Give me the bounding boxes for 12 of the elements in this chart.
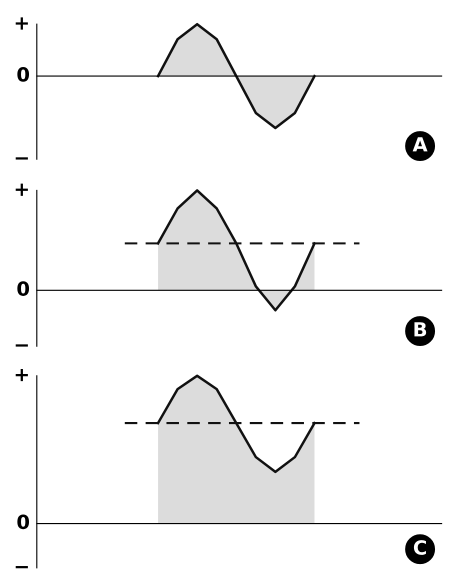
text: + bbox=[16, 368, 28, 382]
text: − bbox=[16, 566, 28, 568]
text: B bbox=[414, 322, 426, 336]
text: A bbox=[412, 137, 428, 152]
text: + bbox=[16, 17, 28, 30]
text: 0 bbox=[17, 514, 30, 530]
text: 0 bbox=[17, 281, 30, 296]
text: + bbox=[16, 184, 28, 196]
text: − bbox=[16, 157, 28, 160]
text: − bbox=[16, 344, 28, 347]
text: C bbox=[414, 540, 426, 555]
text: 0 bbox=[17, 67, 30, 82]
